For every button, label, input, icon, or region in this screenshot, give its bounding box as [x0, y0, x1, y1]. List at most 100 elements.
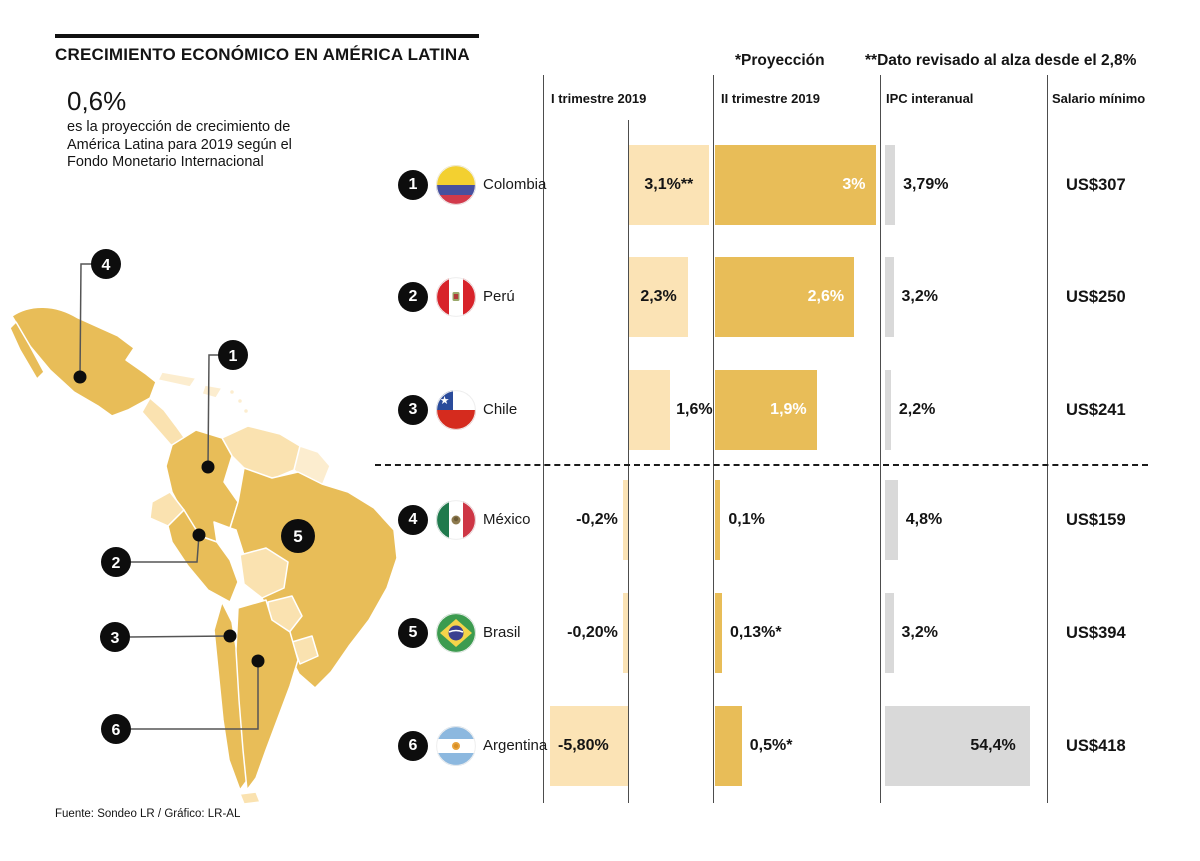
map-country-bolivia: [239, 547, 289, 599]
map-marker-6: [101, 714, 131, 744]
ipc-bar: [885, 480, 898, 560]
map-marker-1: [218, 340, 248, 370]
salario-minimo-value: US$250: [1066, 288, 1126, 306]
grid-line-ipc: [880, 75, 881, 803]
map-marker-5-label: 5: [293, 527, 302, 546]
map-island: [242, 407, 250, 415]
row-rank-badge: 1: [398, 170, 428, 200]
flag-peru: [436, 277, 476, 317]
map-marker-2: [101, 547, 131, 577]
salario-minimo-value: US$307: [1066, 176, 1126, 194]
ipc-bar: [885, 257, 894, 337]
flag-chile: ★: [436, 390, 476, 430]
q2-bar-label: 2,6%: [807, 288, 845, 305]
marker-dot-chile: [223, 629, 237, 643]
q2-bar-label: 0,13%*: [729, 624, 782, 641]
map-marker-4-label: 4: [102, 257, 111, 274]
q1-bar-label: -5,80%: [558, 737, 609, 754]
legend-revision-note: **Dato revisado al alza desde el 2,8%: [865, 52, 1137, 69]
q1-bar-label: 2,3%: [640, 288, 677, 305]
map-marker-3-label: 3: [111, 630, 120, 647]
flag-brasil: [436, 613, 476, 653]
ipc-bar-label: 3,79%: [903, 176, 949, 193]
colombia-flag-icon: [436, 165, 476, 205]
country-label: Perú: [483, 288, 515, 305]
legend-projection-note: *Proyección: [735, 52, 825, 69]
map-marker-1-label: 1: [229, 348, 238, 365]
ipc-bar-label: 54,4%: [970, 737, 1016, 754]
dashed-separator: [375, 464, 1148, 466]
marker-dot-peru: [192, 528, 206, 542]
map-marker-2-label: 2: [112, 555, 121, 572]
map-region-tierra-del-fuego: [239, 791, 261, 805]
map-marker-3: [100, 622, 130, 652]
highlight-value: 0,6%: [67, 86, 127, 116]
argentina-flag-icon: [436, 726, 476, 766]
q2-bar: [715, 370, 817, 450]
page-title: CRECIMIENTO ECONÓMICO EN AMÉRICA LATINA: [55, 45, 470, 64]
q1-bar: [550, 706, 628, 786]
ipc-bar-label: 3,2%: [901, 624, 938, 641]
q2-bar: [715, 706, 742, 786]
row-rank-badge: 6: [398, 731, 428, 761]
column-header-q2: II trimestre 2019: [721, 91, 821, 106]
salario-minimo-value: US$241: [1066, 401, 1126, 419]
salario-minimo-value: US$159: [1066, 511, 1126, 529]
svg-text:★: ★: [440, 395, 450, 407]
marker-line-3: [129, 635, 231, 638]
q1-zero-axis: [628, 120, 629, 803]
column-header-salario: Salario mínimo: [1052, 91, 1146, 106]
row-rank-badge: 3: [398, 395, 428, 425]
salario-minimo-value: US$418: [1066, 737, 1126, 755]
marker-dot-colombia: [201, 460, 215, 474]
grid-line-q1: [543, 75, 544, 803]
ipc-bar: [885, 370, 891, 450]
mexico-flag-icon: [436, 500, 476, 540]
marker-dot-mexico: [73, 370, 87, 384]
row-rank-badge: 5: [398, 618, 428, 648]
brasil-flag-icon: [436, 613, 476, 653]
map-country-mexico: [11, 306, 157, 417]
map-island: [236, 397, 244, 405]
country-label: Chile: [483, 401, 518, 418]
q1-bar: [622, 593, 628, 673]
marker-line-6: [131, 661, 259, 730]
country-label: México: [483, 511, 531, 528]
ipc-bar-label: 3,2%: [901, 288, 938, 305]
q2-bar-label: 3%: [842, 176, 866, 193]
grid-line-q2: [713, 75, 714, 803]
column-header-ipc: IPC interanual: [886, 91, 974, 106]
grid-line-salario: [1047, 75, 1048, 803]
ipc-bar-label: 2,2%: [898, 401, 936, 418]
marker-dot-argentina: [251, 654, 265, 668]
country-label: Argentina: [483, 737, 548, 754]
map-marker-5: [281, 519, 315, 553]
q1-bar: [629, 257, 689, 337]
q1-bar-label: -0,2%: [576, 511, 618, 528]
country-label: Brasil: [483, 624, 521, 641]
ipc-bar: [885, 145, 896, 225]
salario-minimo-value: US$394: [1066, 624, 1126, 642]
q1-bar-label: 3,1%**: [644, 176, 694, 193]
q1-bar-label: -0,20%: [567, 624, 618, 641]
ipc-bar: [885, 593, 894, 673]
marker-line-4: [79, 263, 94, 378]
map-country-peru: [167, 509, 239, 603]
chile-flag-icon: ★: [436, 390, 476, 430]
q2-bar-label: 1,9%: [770, 401, 807, 418]
title-rule: [55, 34, 479, 38]
flag-colombia: [436, 165, 476, 205]
flag-mexico: [436, 500, 476, 540]
peru-flag-icon: [436, 277, 476, 317]
map-country-brazil: [229, 467, 398, 689]
marker-line-2: [131, 534, 200, 563]
row-rank-badge: 4: [398, 505, 428, 535]
map-country-argentina: [235, 599, 299, 791]
source-note: Fuente: Sondeo LR / Gráfico: LR-AL: [55, 808, 241, 820]
q1-bar: [629, 145, 709, 225]
marker-line-1: [207, 354, 219, 468]
map-marker-4: [91, 249, 121, 279]
q2-bar: [715, 257, 855, 337]
column-header-q1: I trimestre 2019: [551, 91, 647, 106]
map-country-hispaniola: [201, 384, 223, 399]
